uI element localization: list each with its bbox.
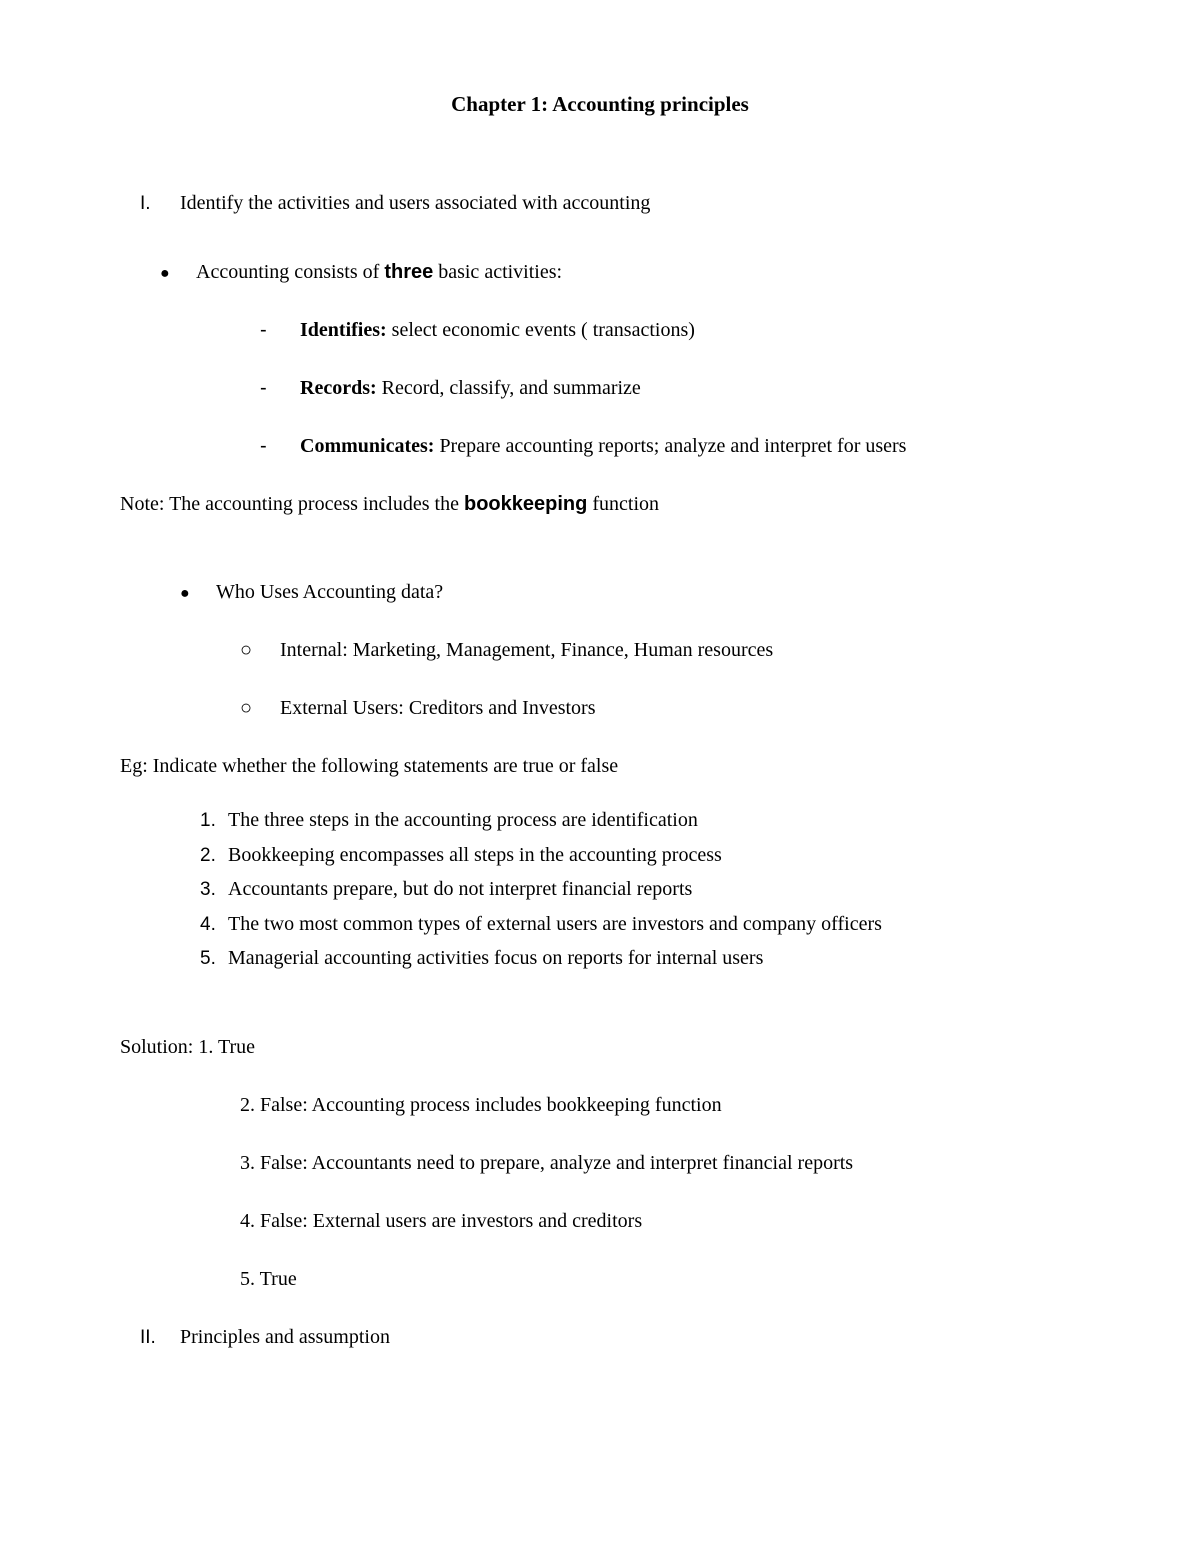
bookkeeping-note: Note: The accounting process includes th…: [120, 490, 1080, 518]
statement-text: The two most common types of external us…: [228, 910, 882, 938]
statement-number: 5.: [200, 946, 228, 973]
activity-label: Records:: [300, 377, 377, 399]
activities-text: Accounting consists of three basic activ…: [196, 258, 562, 286]
statement-text: Managerial accounting activities focus o…: [228, 944, 763, 972]
dash-icon: -: [260, 432, 300, 460]
example-prompt: Eg: Indicate whether the following state…: [120, 752, 1080, 780]
statement-item: 3. Accountants prepare, but do not inter…: [200, 875, 1080, 904]
roman-numeral-1: I.: [140, 191, 180, 218]
statement-item: 5. Managerial accounting activities focu…: [200, 944, 1080, 973]
user-item: ○ Internal: Marketing, Management, Finan…: [240, 636, 1080, 664]
statement-item: 2. Bookkeeping encompasses all steps in …: [200, 841, 1080, 870]
circle-icon: ○: [240, 636, 280, 664]
statement-number: 1.: [200, 808, 228, 835]
activities-bold: three: [384, 261, 433, 283]
activity-item: - Communicates: Prepare accounting repor…: [260, 432, 1080, 460]
who-uses-bullet: ● Who Uses Accounting data?: [180, 578, 1080, 606]
note-pre: Note: The accounting process includes th…: [120, 493, 464, 515]
statement-item: 1. The three steps in the accounting pro…: [200, 806, 1080, 835]
activity-text: Records: Record, classify, and summarize: [300, 374, 641, 402]
activity-item: - Identifies: select economic events ( t…: [260, 316, 1080, 344]
note-post: function: [587, 493, 659, 515]
bullet-icon: ●: [160, 263, 196, 285]
activity-desc: select economic events ( transactions): [387, 319, 695, 341]
activity-text: Identifies: select economic events ( tra…: [300, 316, 695, 344]
activities-post: basic activities:: [433, 261, 562, 283]
user-text: Internal: Marketing, Management, Finance…: [280, 636, 773, 664]
solution-item: 5. True: [240, 1265, 1080, 1293]
roman-numeral-2: II.: [140, 1325, 180, 1352]
activity-desc: Record, classify, and summarize: [377, 377, 641, 399]
activity-text: Communicates: Prepare accounting reports…: [300, 432, 906, 460]
statement-text: The three steps in the accounting proces…: [228, 806, 698, 834]
activities-bullet: ● Accounting consists of three basic act…: [160, 258, 1080, 286]
activity-label: Identifies:: [300, 319, 387, 341]
activity-label: Communicates:: [300, 435, 434, 457]
solution-label: Solution: 1. True: [120, 1033, 1080, 1061]
who-uses-text: Who Uses Accounting data?: [216, 578, 443, 606]
bullet-icon: ●: [180, 583, 216, 605]
statement-number: 4.: [200, 912, 228, 939]
solution-item: 4. False: External users are investors a…: [240, 1207, 1080, 1235]
user-text: External Users: Creditors and Investors: [280, 694, 595, 722]
note-bold: bookkeeping: [464, 493, 587, 515]
activity-desc: Prepare accounting reports; analyze and …: [434, 435, 906, 457]
statement-text: Accountants prepare, but do not interpre…: [228, 875, 692, 903]
solution-item: 2. False: Accounting process includes bo…: [240, 1091, 1080, 1119]
statement-item: 4. The two most common types of external…: [200, 910, 1080, 939]
section-2-heading-row: II. Principles and assumption: [120, 1323, 1080, 1352]
user-item: ○ External Users: Creditors and Investor…: [240, 694, 1080, 722]
solution-item: 3. False: Accountants need to prepare, a…: [240, 1149, 1080, 1177]
document-page: Chapter 1: Accounting principles I. Iden…: [0, 0, 1200, 1452]
statement-number: 2.: [200, 843, 228, 870]
statement-text: Bookkeeping encompasses all steps in the…: [228, 841, 722, 869]
section-1-heading-row: I. Identify the activities and users ass…: [120, 189, 1080, 218]
circle-icon: ○: [240, 694, 280, 722]
activities-pre: Accounting consists of: [196, 261, 384, 283]
dash-icon: -: [260, 316, 300, 344]
section-2-heading: Principles and assumption: [180, 1323, 1080, 1351]
statement-number: 3.: [200, 877, 228, 904]
chapter-title: Chapter 1: Accounting principles: [120, 90, 1080, 119]
section-1-heading: Identify the activities and users associ…: [180, 189, 1080, 217]
activity-item: - Records: Record, classify, and summari…: [260, 374, 1080, 402]
dash-icon: -: [260, 374, 300, 402]
